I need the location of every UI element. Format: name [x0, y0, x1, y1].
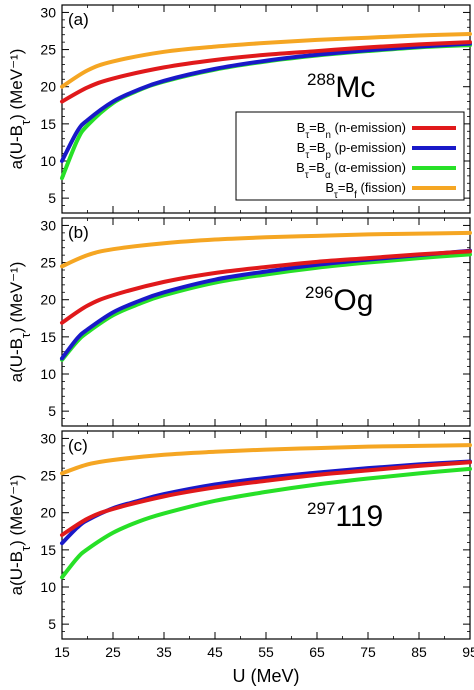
- series-line-n: [60, 249, 472, 325]
- nucleus-label: 297119: [307, 499, 383, 533]
- y-tick-label: 30: [40, 217, 56, 233]
- series-line-fission: [60, 31, 472, 89]
- legend-entry-label: Bτ=Bn (n-emission): [297, 120, 406, 141]
- x-tick-label: 95: [462, 644, 474, 660]
- legend-entry-label: Bτ=Bα (α-emission): [296, 160, 406, 181]
- panel-label: (a): [68, 10, 89, 29]
- y-axis-label: a(U-Bτ) (MeV⁻¹): [7, 49, 33, 170]
- y-tick-label: 30: [40, 4, 56, 20]
- y-axis-label: a(U-Bτ) (MeV⁻¹): [7, 262, 33, 383]
- x-tick-label: 55: [258, 644, 274, 660]
- y-tick-label: 20: [40, 505, 56, 521]
- y-tick-label: 5: [48, 616, 56, 632]
- legend: Bτ=Bn (n-emission)Bτ=Bp (p-emission)Bτ=B…: [235, 111, 465, 201]
- series-line-p: [60, 41, 472, 163]
- y-tick-label: 5: [48, 190, 56, 206]
- series-line-alpha: [60, 466, 472, 580]
- series-line-fission: [60, 443, 472, 476]
- y-tick-label: 20: [40, 79, 56, 95]
- panel-label: (c): [68, 436, 88, 455]
- y-tick-label: 10: [40, 366, 56, 382]
- y-tick-label: 10: [40, 579, 56, 595]
- x-tick-label: 25: [105, 644, 121, 660]
- y-tick-label: 25: [40, 42, 56, 58]
- legend-entry-label: Bτ=Bp (p-emission): [297, 140, 406, 161]
- plot-frame: [61, 430, 471, 640]
- y-tick-label: 20: [40, 292, 56, 308]
- x-tick-label: 45: [207, 644, 223, 660]
- panel-b: 5 10 15 20 25 30 (b) 296Og a(U-Bτ) (MeV⁻¹): [7, 217, 472, 427]
- y-tick-label: 15: [40, 542, 56, 558]
- x-tick-label: 85: [411, 644, 427, 660]
- y-tick-label: 5: [48, 403, 56, 419]
- y-axis-label: a(U-Bτ) (MeV⁻¹): [7, 475, 33, 596]
- legend-entry-label: Bτ=Bf (fission): [325, 180, 406, 201]
- x-tick-label: 75: [360, 644, 376, 660]
- y-tick-label: 15: [40, 116, 56, 132]
- y-tick-label: 25: [40, 255, 56, 271]
- series-line-n: [60, 460, 472, 537]
- nucleus-label: 288Mc: [307, 70, 375, 104]
- series-line-n: [60, 40, 472, 104]
- y-tick-label: 10: [40, 153, 56, 169]
- panel-c: 5 10 15 20 25 30 (c) 297119 a(U-Bτ) (MeV⁻¹): [7, 430, 472, 640]
- x-axis-label: U (MeV): [233, 666, 300, 686]
- panel-a: 5 10 15 20 25 30 (a) 288Mc a(U-Bτ) (MeV⁻¹): [7, 4, 472, 214]
- y-tick-label: 15: [40, 329, 56, 345]
- x-tick-label: 15: [54, 644, 70, 660]
- series-line-alpha: [60, 252, 472, 362]
- x-tick-label: 65: [309, 644, 325, 660]
- series-line-fission: [60, 230, 472, 269]
- y-tick-label: 30: [40, 430, 56, 446]
- panel-label: (b): [68, 223, 89, 242]
- x-tick-label: 35: [156, 644, 172, 660]
- y-tick-label: 25: [40, 468, 56, 484]
- nucleus-label: 296Og: [305, 283, 373, 317]
